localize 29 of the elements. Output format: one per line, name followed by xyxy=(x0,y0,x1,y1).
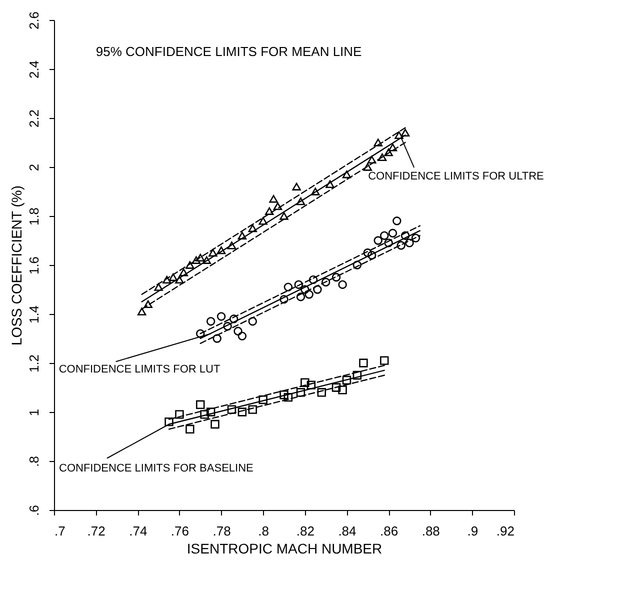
x-tick-label: .84 xyxy=(338,524,356,538)
annotation: 95% CONFIDENCE LIMITS FOR MEAN LINE xyxy=(96,44,362,59)
y-tick-label: 2 xyxy=(26,164,42,172)
y-tick-label: 1.6 xyxy=(26,256,42,275)
y-tick-label: 1 xyxy=(26,408,42,416)
annotation: CONFIDENCE LIMITS FOR BASELINE xyxy=(59,462,254,474)
x-tick-label: .88 xyxy=(422,524,440,538)
x-tick-label: .8 xyxy=(258,524,270,538)
y-tick-label: 2.6 xyxy=(26,11,42,30)
y-tick-label: 1.8 xyxy=(26,207,42,226)
y-tick-label: 1.4 xyxy=(26,305,42,324)
y-tick-label: .6 xyxy=(26,505,42,516)
x-tick-label: .86 xyxy=(380,524,398,538)
x-axis-title: ISENTROPIC MACH NUMBER xyxy=(186,540,382,556)
y-tick-label: 1.2 xyxy=(26,354,42,373)
x-tick-label: .74 xyxy=(129,524,148,538)
y-tick-label: 2.4 xyxy=(26,60,42,79)
annotation: CONFIDENCE LIMITS FOR LUT xyxy=(58,364,220,376)
x-tick-label: .82 xyxy=(296,524,314,538)
x-tick-label: .78 xyxy=(212,524,231,538)
annotation: CONFIDENCE LIMITS FOR ULTRE xyxy=(368,170,544,183)
y-axis-title: LOSS COEFFICIENT (%) xyxy=(8,186,24,346)
x-tick-label: .92 xyxy=(496,524,514,538)
y-tick-label: 2.2 xyxy=(26,109,42,128)
y-tick-label: .8 xyxy=(26,456,42,467)
x-tick-label: .72 xyxy=(87,524,106,538)
x-tick-label: .7 xyxy=(54,524,66,538)
x-tick-label: .9 xyxy=(467,524,478,538)
x-tick-label: .76 xyxy=(170,524,189,538)
